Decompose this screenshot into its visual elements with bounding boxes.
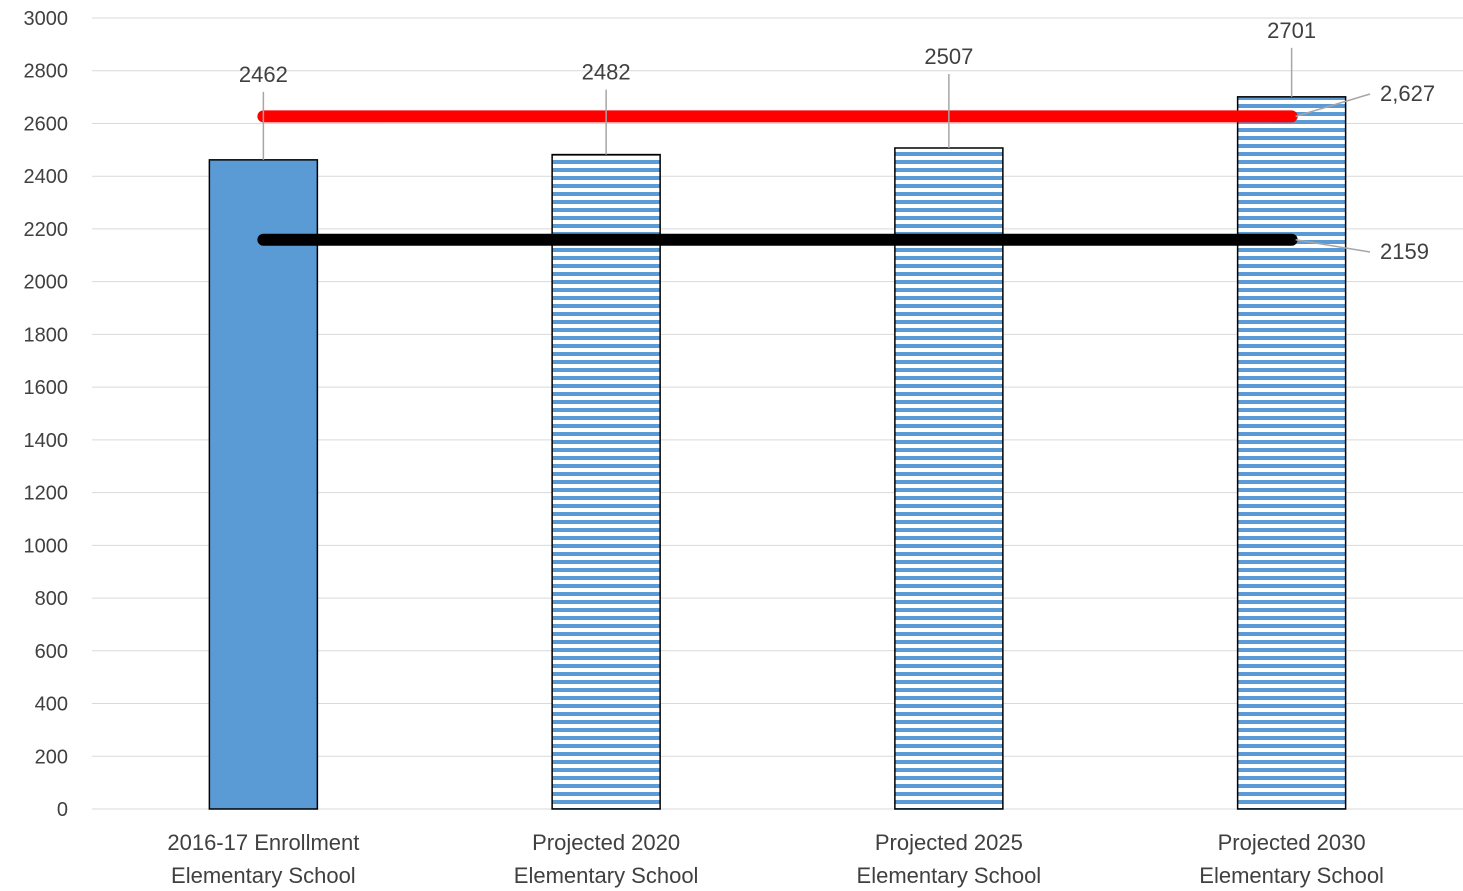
y-axis: 0 200 400 600 800 1000 1200 1400 1600 1800 2000 220… (24, 8, 69, 821)
y-tick-label: 2400 (24, 166, 69, 188)
y-tick-label: 200 (35, 746, 68, 768)
y-tick-label: 0 (57, 799, 68, 821)
y-tick-label: 2600 (24, 113, 69, 135)
x-tick-label: Projected 2030 (1218, 830, 1366, 855)
bar (208, 159, 319, 810)
y-tick-label: 2000 (24, 272, 69, 294)
x-tick-label: Elementary School (857, 863, 1042, 888)
data-label: 2462 (239, 62, 288, 87)
y-tick-label: 400 (35, 694, 68, 716)
reference-label: 2159 (1380, 239, 1429, 264)
y-tick-label: 1800 (24, 324, 69, 346)
y-tick-label: 600 (35, 641, 68, 663)
reference-leader (1295, 239, 1371, 253)
x-tick-label: Elementary School (171, 863, 356, 888)
bar (1236, 96, 1347, 810)
x-tick-label: Elementary School (1199, 863, 1384, 888)
x-axis: 2016-17 Enrollment Elementary School Proje… (167, 830, 1384, 888)
data-label: 2482 (582, 60, 631, 85)
data-label: 2701 (1267, 18, 1316, 43)
y-tick-label: 800 (35, 588, 68, 610)
x-tick-label: Projected 2025 (875, 830, 1023, 855)
x-tick-label: Projected 2020 (532, 830, 680, 855)
x-tick-label: Elementary School (514, 863, 699, 888)
bars (208, 96, 1347, 810)
gridlines (92, 17, 1463, 810)
y-tick-label: 3000 (24, 8, 69, 30)
bar (894, 147, 1004, 810)
data-label: 2507 (924, 44, 973, 69)
y-tick-label: 1000 (24, 535, 69, 557)
data-labels: 2462 2482 2507 2701 (239, 18, 1316, 160)
y-tick-label: 1200 (24, 483, 69, 505)
reference-label: 2,627 (1380, 81, 1435, 106)
y-tick-label: 1400 (24, 430, 69, 452)
reference-leader (1295, 93, 1371, 118)
x-tick-label: 2016-17 Enrollment (167, 830, 359, 855)
bar (551, 153, 661, 810)
reference-lines: 2,627 2159 (257, 81, 1435, 264)
y-tick-label: 2800 (24, 61, 69, 83)
y-tick-label: 2200 (24, 219, 69, 241)
y-tick-label: 1600 (24, 377, 69, 399)
